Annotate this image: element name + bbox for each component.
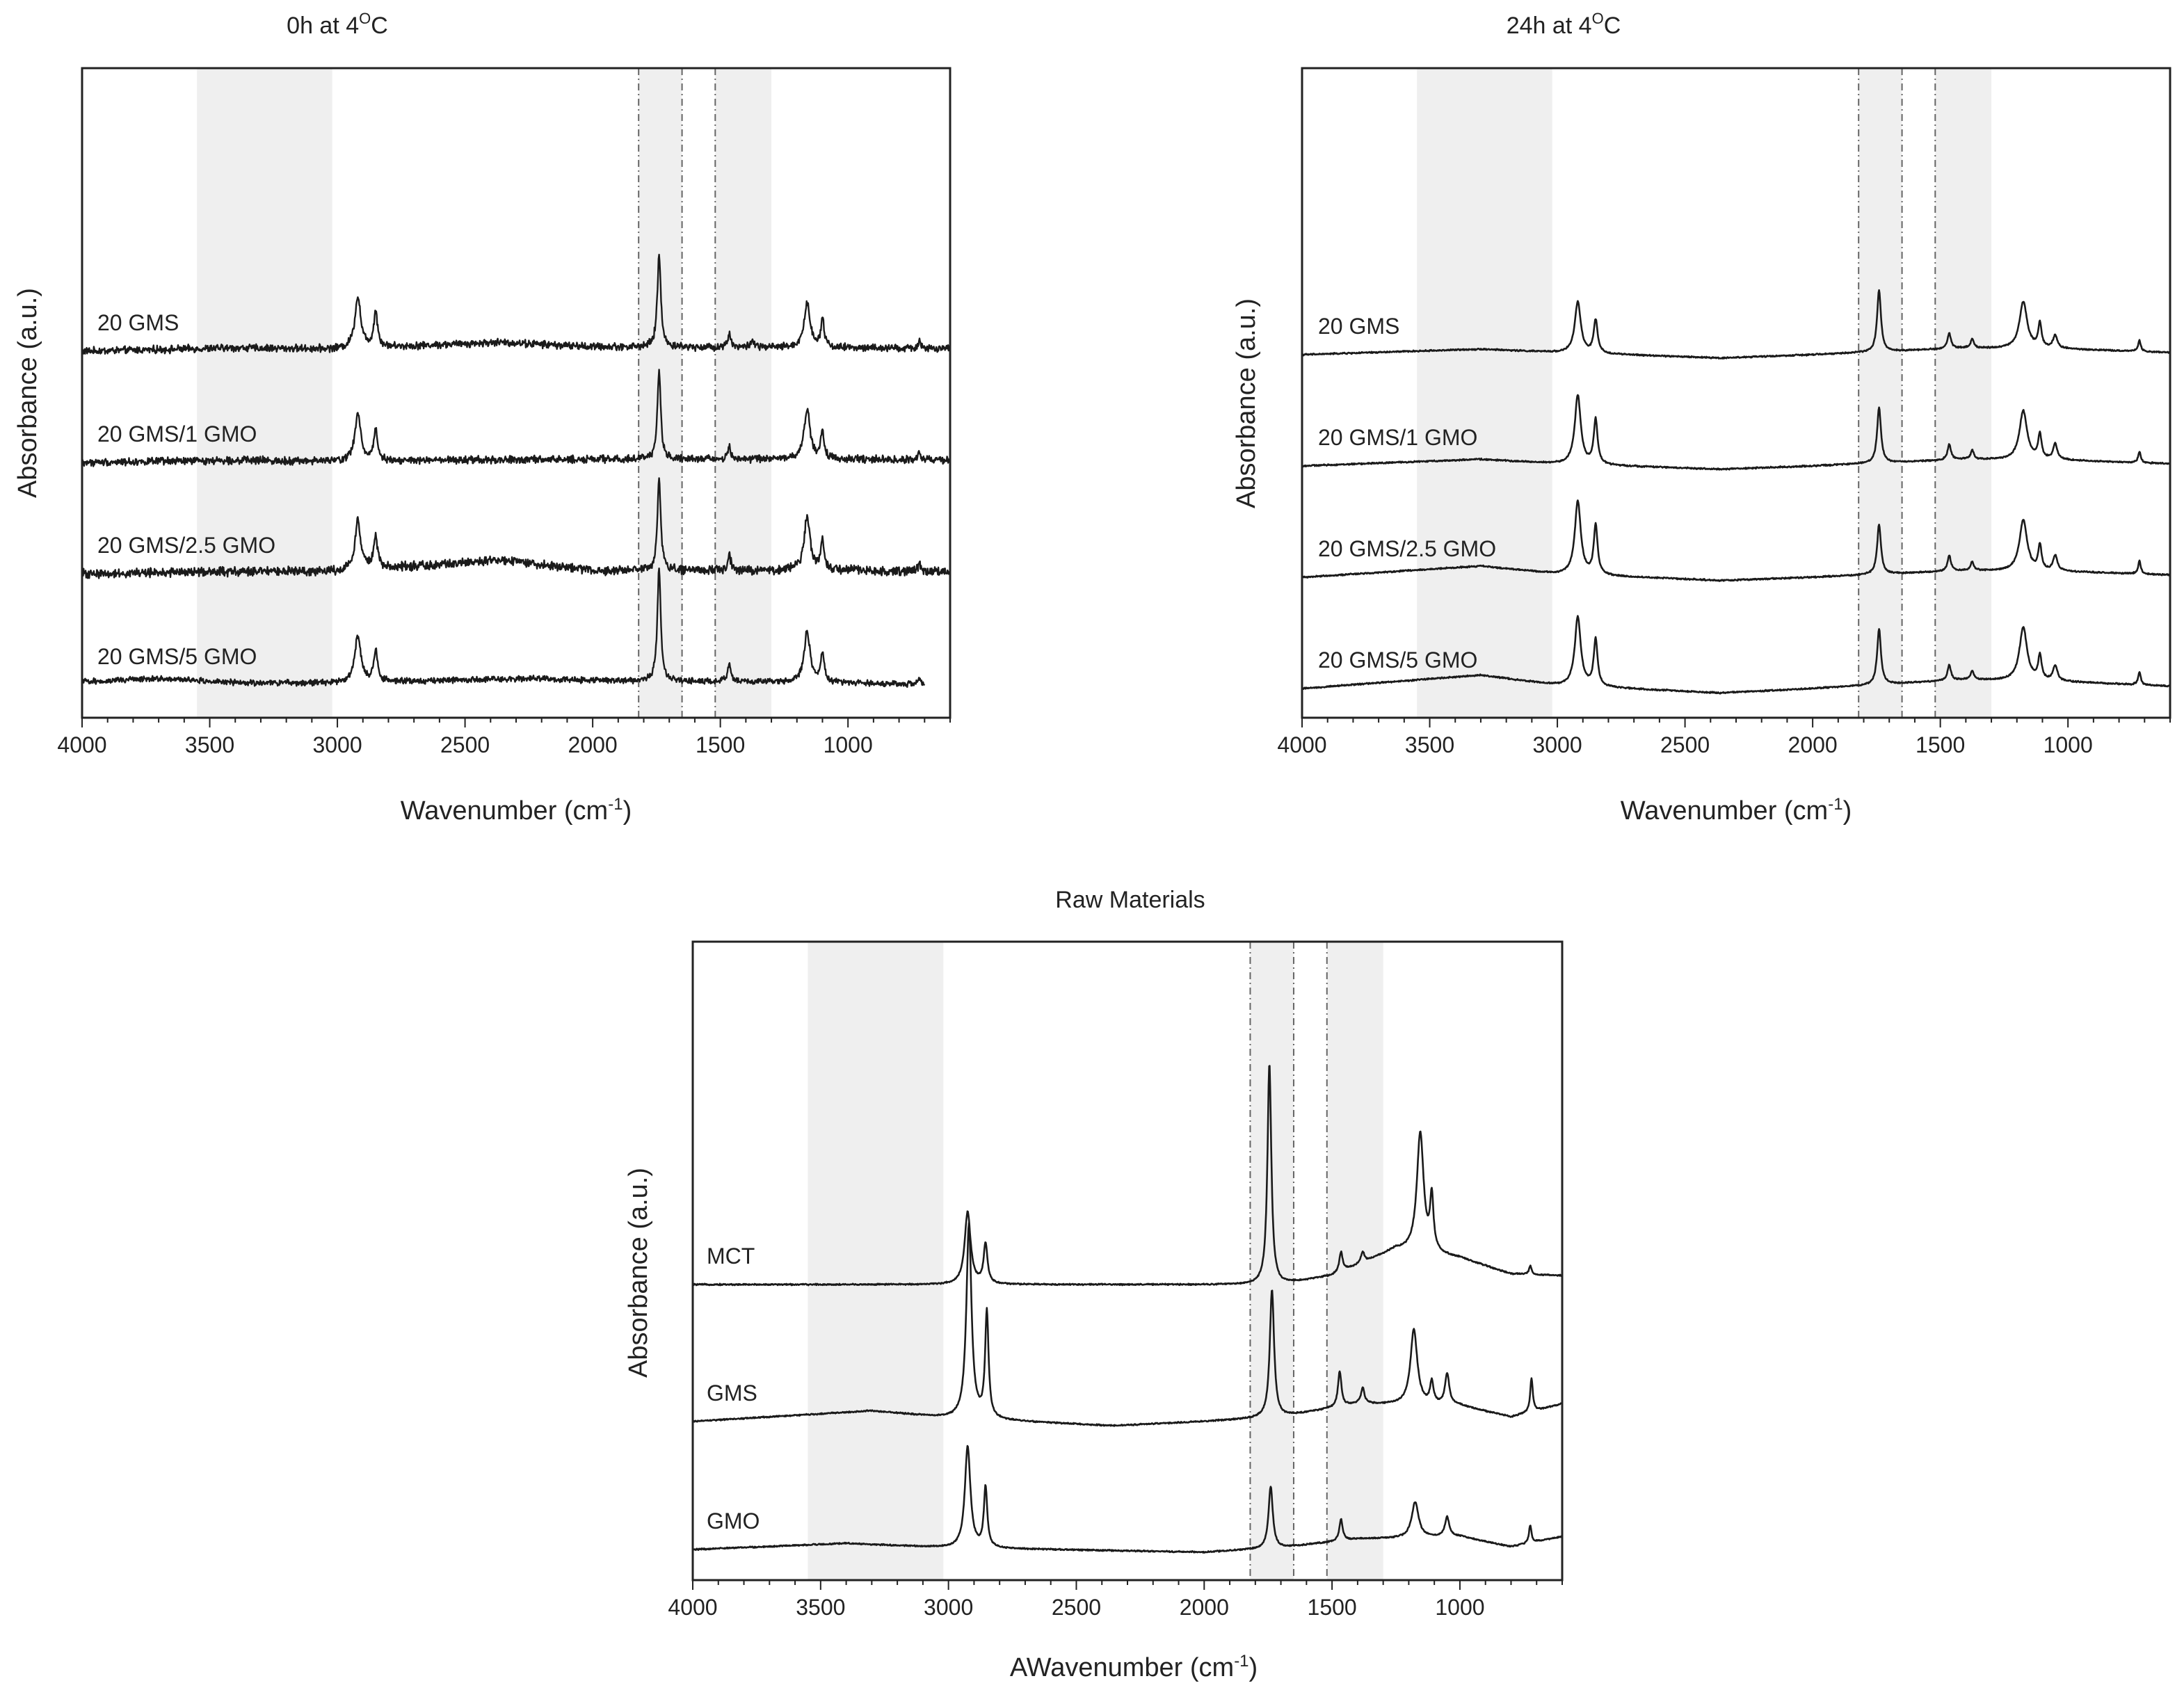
spectrum-gms [693,1222,1562,1427]
trace-label: 20 GMS/5 GMO [97,644,257,669]
tick-label: 2000 [1180,1595,1229,1620]
spectrum-gmo [693,1445,1562,1554]
spectrum-20-gms-5-gmo [1302,615,2170,695]
y-axis-label: Absorbance (a.u.) [624,1168,653,1378]
shaded-regions [808,942,1383,1580]
tick-label: 3000 [312,732,362,757]
trace-label: 20 GMS [97,310,179,335]
x-axis-ticks: 4000 3500 3000 2500 2000 1500 1000 [1277,718,2171,757]
trace-label: 20 GMS/5 GMO [1318,647,1477,673]
tick-label: 2000 [1788,732,1838,757]
spectrum-20-gms [1302,289,2170,360]
tick-label: 4000 [57,732,106,757]
tick-label: 2500 [440,732,490,757]
tick-label: 2500 [1052,1595,1101,1620]
spectrum-20-gms-5-gmo [82,568,926,689]
spectrum-20-gms [82,253,950,355]
trace-label: GMS [707,1381,757,1406]
shaded-region-0 [197,68,332,718]
trace-label: MCT [707,1244,755,1269]
x-axis-ticks: 4000 3500 3000 2500 2000 1500 1000 [668,1580,1563,1620]
shaded-region-2 [715,68,772,718]
panel-raw-materials: Raw Materials MCT GMS GMO 4000 3500 3000 2500… [624,887,1564,1682]
tick-label: 2000 [568,732,618,757]
tick-label: 1500 [1308,1595,1357,1620]
tick-label: 3500 [1405,732,1454,757]
shaded-regions [1417,68,1992,718]
reference-lines [1249,942,1328,1580]
tick-label: 3000 [924,1595,973,1620]
reference-lines [638,68,716,718]
shaded-region-2 [1935,68,1992,718]
trace-label: 20 GMS [1318,314,1399,339]
tick-label: 3500 [185,732,234,757]
panel-title: Raw Materials [1055,887,1205,913]
tick-label: 1500 [1916,732,1965,757]
spectrum-20-gms-2-5-gmo [1302,499,2170,582]
tick-label: 2500 [1660,732,1710,757]
y-axis-label: Absorbance (a.u.) [1232,298,1261,508]
trace-label: 20 GMS/2.5 GMO [97,533,275,558]
y-axis-label: Absorbance (a.u.) [13,288,42,498]
tick-label: 1500 [696,732,745,757]
spectrum-20-gms-1-gmo [1302,394,2170,471]
x-axis-label: Wavenumber (cm-1) [401,795,632,826]
spectrum-20-gms-1-gmo [82,369,950,467]
tick-label: 3500 [796,1595,845,1620]
spectrum-mct [693,1065,1562,1287]
x-axis-ticks: 4000 3500 3000 2500 2000 1500 1000 [57,718,951,757]
spectra [82,253,950,689]
spectra [1302,289,2170,695]
spectrum-20-gms-2-5-gmo [82,477,950,579]
shaded-region-1 [1250,942,1294,1580]
trace-labels: MCT GMS GMO [707,1244,760,1534]
panel-0h: 0h at 4OC 20 GMS 20 GMS/1 GMO 20 GMS/2.5 G… [13,10,952,826]
trace-label: GMO [707,1508,760,1534]
tick-label: 1000 [824,732,873,757]
tick-label: 1000 [2044,732,2093,757]
trace-label: 20 GMS/1 GMO [97,421,257,446]
trace-label: 20 GMS/1 GMO [1318,425,1477,450]
reference-lines [1858,68,1936,718]
shaded-region-0 [1417,68,1552,718]
panel-24h: 24h at 4OC 20 GMS 20 GMS/1 GMO 20 GMS/2.5 … [1232,10,2171,826]
tick-label: 1000 [1435,1595,1484,1620]
x-axis-label: Wavenumber (cm-1) [1621,795,1852,826]
tick-label: 4000 [1277,732,1326,757]
tick-label: 4000 [668,1595,717,1620]
panel-title: 0h at 4OC [287,10,388,39]
x-axis-label: AWavenumber (cm-1) [1010,1652,1258,1682]
trace-label: 20 GMS/2.5 GMO [1318,536,1496,561]
shaded-region-0 [808,942,944,1580]
panel-title: 24h at 4OC [1507,10,1621,39]
tick-label: 3000 [1532,732,1582,757]
shaded-region-2 [1326,942,1383,1580]
spectra [693,1065,1562,1554]
trace-labels: 20 GMS 20 GMS/1 GMO 20 GMS/2.5 GMO 20 GMS/5… [97,310,275,669]
shaded-region-1 [1858,68,1902,718]
trace-labels: 20 GMS 20 GMS/1 GMO 20 GMS/2.5 GMO 20 GMS/5… [1318,314,1496,673]
shaded-regions [197,68,772,718]
